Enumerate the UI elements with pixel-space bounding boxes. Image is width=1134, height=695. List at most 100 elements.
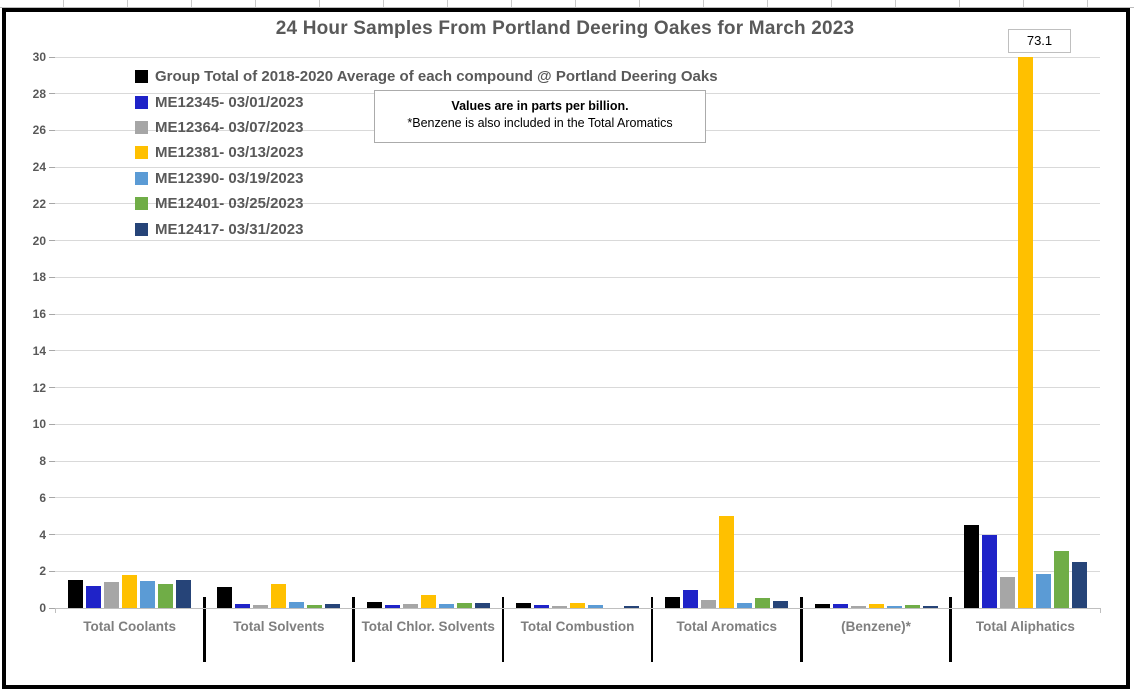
bar [456,603,472,608]
bar [235,604,251,608]
note-units-text: Values are in parts per billion. [451,99,629,113]
bar-group-6 [951,57,1100,608]
gridline-y-14 [55,350,1100,352]
bar [701,599,717,608]
bar [999,576,1015,608]
worksheet-gridline-strip [0,0,1134,8]
bar [922,606,938,608]
category-label-3: Total Combustion [520,619,635,634]
category-separator-5 [800,597,803,662]
bar-group-3 [503,57,652,608]
y-axis-tick-0 [49,607,55,609]
category-separator-3 [501,597,505,662]
legend-swatch-icon [135,171,148,185]
bar [289,601,305,608]
bar [1035,574,1051,608]
y-axis-label-18: 18 [32,270,46,285]
plot-area [55,57,1100,608]
legend-item-4: ME12390- 03/19/2023 [135,166,718,191]
legend-label: ME12390- 03/19/2023 [155,169,304,187]
y-axis-tick-28 [49,93,55,95]
chart-title: 24 Hour Samples From Portland Deering Oa… [275,18,855,39]
legend-item-3: ME12381- 03/13/2023 [135,140,718,165]
bar-group-5 [801,57,950,608]
bar [1071,562,1087,608]
bar [533,605,549,608]
category-label-1: Total Solvents [233,619,325,634]
y-axis-label-6: 6 [39,490,46,505]
bar [158,584,174,608]
gridline-y-24 [55,166,1100,168]
y-axis-tick-8 [49,460,55,462]
bar [104,582,120,608]
bar [438,604,454,608]
bar [253,605,269,608]
bar [773,600,789,608]
gridline-y-22 [55,203,1100,205]
bar [474,603,490,608]
y-axis-label-20: 20 [32,233,46,248]
gridline-y-2 [55,570,1100,572]
bar [587,605,603,608]
bar [420,595,436,608]
bar [325,604,341,608]
bar [981,535,997,608]
category-label-2: Total Chlor. Solvents [361,619,495,634]
legend-swatch-icon [135,70,148,84]
bar [140,581,156,608]
bar [307,605,323,608]
legend-swatch-icon [135,222,148,236]
category-boundary-tick-7 [1099,608,1101,613]
bar [755,597,771,608]
legend-label: Group Total of 2018-2020 Average of each… [155,68,718,86]
bar [217,586,233,608]
bar [623,606,639,608]
y-axis-tick-18 [49,276,55,278]
legend-item-6: ME12417- 03/31/2023 [135,216,718,241]
category-label-6: Total Aliphatics [975,619,1075,634]
gridline-y-16 [55,313,1100,315]
bar-group-0 [55,57,204,608]
category-separator-2 [352,597,355,662]
gridline-y-20 [55,240,1100,242]
y-axis-tick-20 [49,240,55,242]
bar [1017,57,1033,608]
y-axis-label-24: 24 [32,160,46,175]
bar [384,605,400,608]
bar [850,606,866,608]
bar [886,606,902,608]
y-axis-label-22: 22 [32,196,46,211]
category-label-5: (Benzene)* [841,619,911,634]
y-axis-tick-12 [49,387,55,389]
bar-group-4 [652,57,801,608]
y-axis-label-10: 10 [32,417,46,432]
legend-swatch-icon [135,120,148,134]
category-separator-4 [650,597,654,662]
y-axis-label-8: 8 [39,454,46,469]
y-axis-label-28: 28 [32,86,46,101]
bar [832,604,848,608]
y-axis-tick-30 [49,56,55,58]
bar [737,602,753,608]
y-axis-tick-2 [49,570,55,572]
note-box: Values are in parts per billion. *Benzen… [374,90,706,143]
bar [904,605,920,608]
legend-item-0: Group Total of 2018-2020 Average of each… [135,64,718,89]
y-axis-tick-24 [49,166,55,168]
y-axis-label-14: 14 [32,343,46,358]
bar [122,574,138,608]
gridline-y-6 [55,497,1100,499]
bar [963,525,979,608]
legend-swatch-icon [135,95,148,109]
category-boundary-tick-0 [54,608,56,613]
bar [551,606,567,608]
category-label-4: Total Aromatics [676,619,778,634]
category-separator-6 [949,597,952,662]
bar-group-2 [354,57,503,608]
gridline-y-4 [55,534,1100,536]
legend-swatch-icon [135,197,148,211]
bar [683,589,699,608]
y-axis-tick-16 [49,313,55,315]
bar [366,601,382,608]
